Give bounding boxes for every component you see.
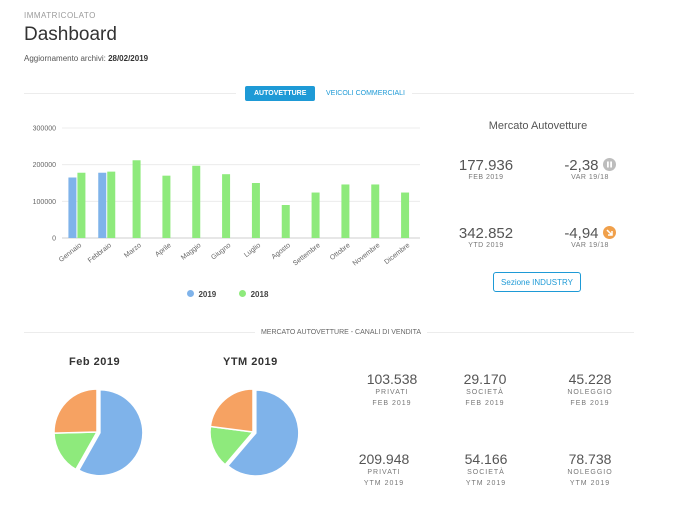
- tab-veicoli-commerciali[interactable]: VEICOLI COMMERCIALI: [326, 90, 405, 97]
- kpi-label: VAR 19/18: [571, 242, 609, 249]
- stat-period: FEB 2019: [570, 400, 610, 407]
- arrow-down-right-icon: [602, 225, 616, 239]
- kpi-var-feb: -2,38 VAR 19/18: [550, 157, 630, 181]
- stat-value: 45.228: [568, 371, 612, 387]
- y-tick-label: 200000: [33, 162, 56, 169]
- kpi-label: FEB 2019: [468, 174, 504, 181]
- x-tick-label: Agosto: [270, 242, 292, 261]
- pie-slice-privati: [77, 389, 144, 477]
- x-tick-label: Ottobre: [329, 242, 352, 262]
- bar-2018-maggio: [192, 165, 201, 238]
- kpi-label: YTD 2019: [468, 242, 504, 249]
- bar-2018-dicembre: [401, 192, 410, 238]
- bar-2018-agosto: [281, 205, 290, 238]
- pie-title-feb: Feb 2019: [69, 356, 121, 368]
- stat-value: 54.166: [464, 451, 508, 467]
- update-info: Aggiornamento archivi: 28/02/2019: [24, 54, 148, 63]
- stat-noleggio-feb: 45.228 NOLEGGIO FEB 2019: [540, 371, 640, 409]
- bar-2019-gennaio: [68, 177, 77, 238]
- kpi-value: 177.936: [458, 157, 514, 174]
- stat-period: YTM 2019: [569, 480, 611, 487]
- x-tick-label: Marzo: [123, 242, 143, 260]
- chart-legend: 2019 2018: [187, 284, 268, 302]
- legend-2018-dot: [239, 290, 247, 297]
- pie-slice-privati: [226, 389, 300, 477]
- y-axis-ticks: 300000 200000 100000 0: [33, 126, 56, 243]
- mercato-title: Mercato Autovetture: [488, 120, 588, 132]
- stat-label: SOCIETÀ: [467, 469, 505, 476]
- stat-label: PRIVATI: [375, 389, 409, 396]
- bar-2018-gennaio: [77, 172, 86, 238]
- section-overline: IMMATRICOLATO: [24, 11, 96, 20]
- chart-grid: [62, 127, 420, 239]
- y-tick-label: 300000: [33, 126, 56, 133]
- stat-value: 209.948: [358, 451, 410, 467]
- kpi-value: -2,38: [550, 157, 630, 174]
- kpi-label: VAR 19/18: [571, 174, 609, 181]
- update-label: Aggiornamento archivi:: [24, 54, 106, 63]
- pie-slice-noleggio: [53, 388, 98, 434]
- tab-autovetture[interactable]: AUTOVETTURE: [245, 86, 316, 101]
- stat-value: 78.738: [568, 451, 612, 467]
- bar-2018-marzo: [132, 160, 141, 238]
- bar-2018-aprile: [162, 175, 171, 238]
- legend-2019-dot: [187, 290, 194, 297]
- stat-period: YTM 2019: [465, 480, 507, 487]
- page-title: Dashboard: [24, 24, 117, 45]
- kpi-ytd: 342.852 YTD 2019: [446, 225, 526, 249]
- bar-2018-settembre: [311, 192, 320, 238]
- channels-section-title: MERCATO AUTOVETTURE - CANALI DI VENDITA: [0, 329, 682, 336]
- stat-period: FEB 2019: [465, 400, 505, 407]
- x-tick-label: Luglio: [243, 242, 262, 259]
- pause-icon: [602, 157, 616, 171]
- stat-label: NOLEGGIO: [567, 469, 613, 476]
- x-tick-label: Maggio: [180, 242, 202, 262]
- stat-period: FEB 2019: [372, 400, 412, 407]
- legend-2019-label: 2019: [198, 290, 217, 299]
- x-tick-label: Novembre: [352, 242, 382, 267]
- kpi-feb: 177.936 FEB 2019: [446, 157, 526, 181]
- pie-chart-feb: [53, 388, 144, 477]
- y-tick-label: 0: [52, 236, 56, 243]
- x-tick-label: Febbraio: [87, 242, 113, 265]
- industry-section-button[interactable]: Sezione INDUSTRY: [493, 272, 581, 292]
- stat-societa-ytm: 54.166 SOCIETÀ YTM 2019: [436, 451, 536, 489]
- update-date: 28/02/2019: [108, 54, 149, 63]
- pie-slice-societa: [53, 431, 99, 471]
- y-tick-label: 100000: [33, 199, 56, 206]
- pie-title-ytm: YTM 2019: [223, 356, 278, 368]
- stat-noleggio-ytm: 78.738 NOLEGGIO YTM 2019: [540, 451, 640, 489]
- x-tick-label: Aprile: [154, 242, 172, 259]
- stat-label: NOLEGGIO: [567, 389, 613, 396]
- kpi-value: 342.852: [458, 225, 514, 242]
- kpi-var-ytd: -4,94 VAR 19/18: [550, 225, 630, 249]
- chart-bars: [68, 160, 410, 238]
- monthly-bar-chart: 300000 200000 100000 0 Gennaio Febbraio Marzo…: [33, 126, 420, 267]
- x-axis-ticks: Gennaio Febbraio Marzo Aprile Maggio Giugno Lu…: [58, 242, 411, 267]
- divider: [412, 93, 634, 94]
- x-tick-label: Settembre: [292, 242, 322, 267]
- stat-societa-feb: 29.170 SOCIETÀ FEB 2019: [435, 371, 535, 409]
- stat-value: 103.538: [366, 371, 418, 387]
- stat-label: SOCIETÀ: [466, 389, 504, 396]
- stat-privati-feb: 103.538 PRIVATI FEB 2019: [342, 371, 442, 409]
- x-tick-label: Gennaio: [58, 242, 83, 264]
- stat-value: 29.170: [463, 371, 507, 387]
- bar-2018-novembre: [371, 184, 380, 238]
- x-tick-label: Dicembre: [383, 242, 411, 266]
- stat-label: PRIVATI: [367, 469, 401, 476]
- bar-2018-ottobre: [341, 184, 350, 238]
- stat-privati-ytm: 209.948 PRIVATI YTM 2019: [334, 451, 434, 489]
- bar-2018-febbraio: [107, 171, 116, 238]
- x-tick-label: Giugno: [210, 242, 232, 261]
- divider: [24, 93, 236, 94]
- bar-2019-febbraio: [98, 172, 107, 238]
- kpi-value: -4,94: [550, 225, 630, 242]
- bar-2018-giugno: [222, 174, 231, 238]
- pie-chart-ytm: [209, 388, 300, 477]
- bar-2018-luglio: [251, 183, 260, 238]
- pie-slice-noleggio: [209, 388, 254, 433]
- stat-period: YTM 2019: [363, 480, 405, 487]
- legend-2018-label: 2018: [250, 290, 269, 299]
